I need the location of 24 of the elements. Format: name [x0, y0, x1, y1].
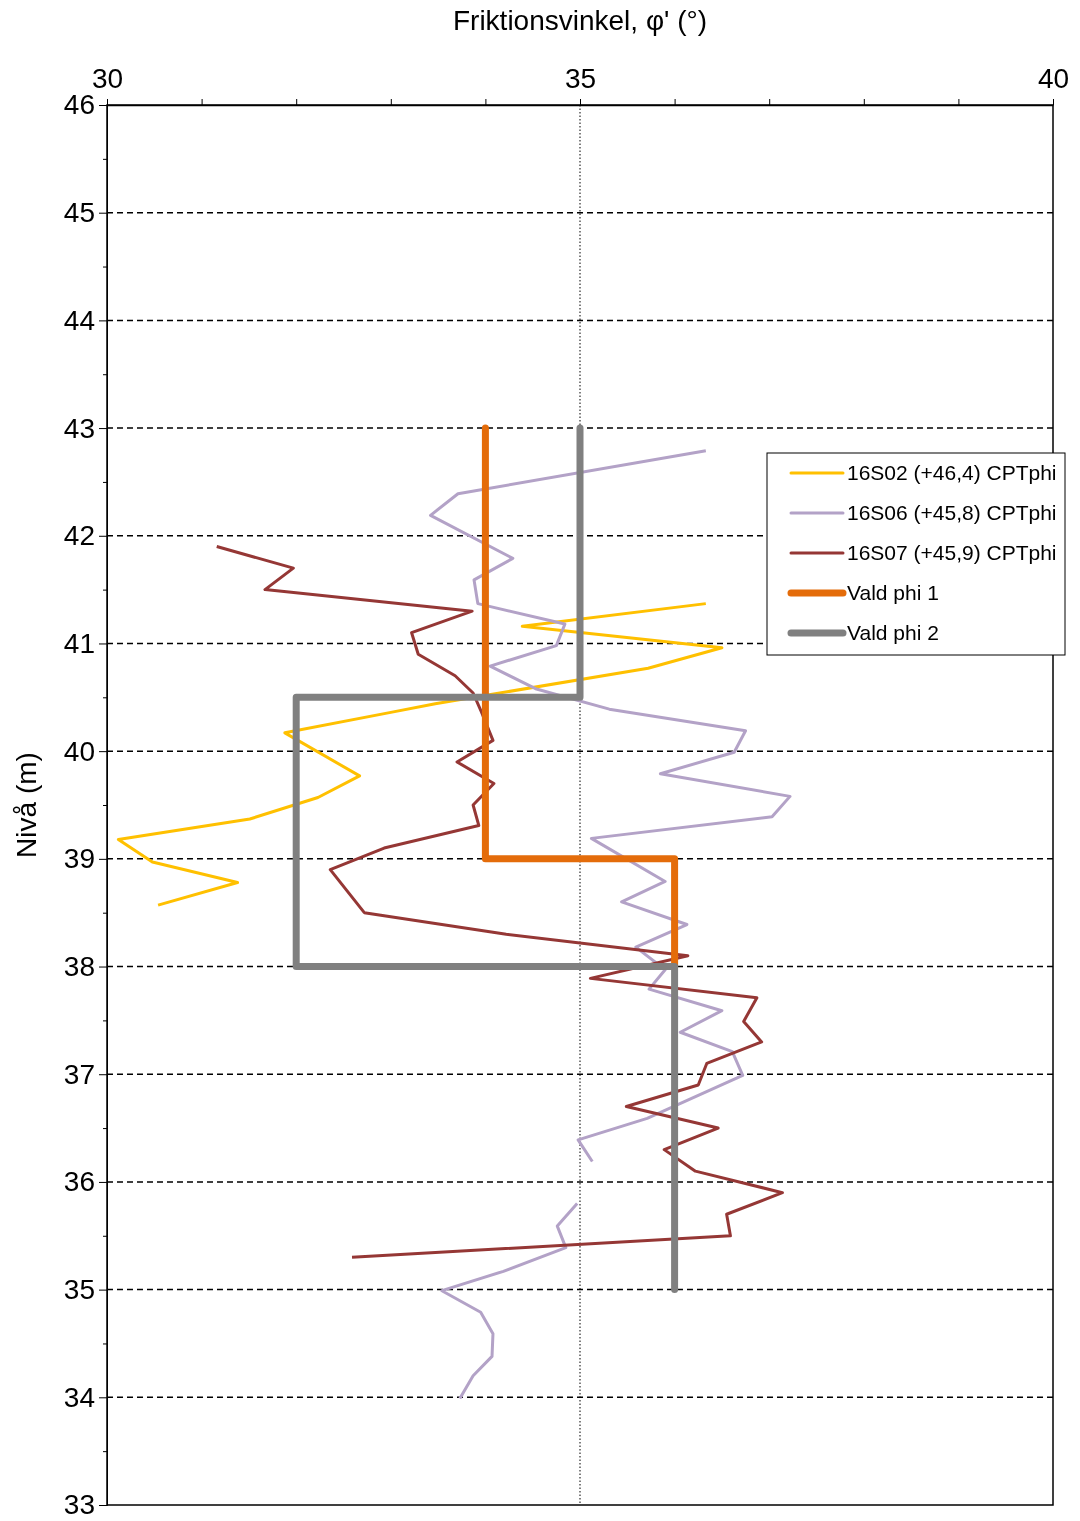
y-tick-label: 38 — [63, 951, 95, 982]
y-tick-label: 44 — [63, 304, 95, 336]
y-tick-label: 36 — [63, 1166, 95, 1198]
y-tick-label: 40 — [63, 735, 95, 767]
legend-label: Vald phi 1 — [847, 581, 939, 604]
legend-label: 16S07 (+45,9) CPTphi — [847, 541, 1057, 564]
y-tick-label: 37 — [63, 1058, 95, 1090]
line-series — [116, 602, 724, 907]
legend-label: 16S06 (+45,8) CPTphi — [847, 501, 1057, 524]
legend-label: 16S02 (+46,4) CPTphi — [847, 461, 1057, 484]
y-tick-label: 42 — [63, 520, 95, 552]
y-tick-label: 39 — [63, 843, 95, 875]
y-tick-label: 45 — [63, 197, 95, 229]
y-tick-label: 35 — [63, 1274, 95, 1306]
y-tick-label: 33 — [63, 1489, 95, 1521]
x-tick-label: 35 — [564, 62, 597, 94]
legend-label: Vald phi 2 — [847, 621, 939, 644]
x-axis-title: Friktionsvinkel, φ' (°) — [452, 5, 708, 36]
y-tick-label: 43 — [63, 412, 95, 444]
line-series — [215, 545, 784, 1259]
x-tick-label: 40 — [1037, 62, 1070, 94]
y-tick-label: 34 — [63, 1381, 95, 1413]
y-axis-title: Nivå (m) — [11, 752, 42, 858]
y-tick-label: 41 — [63, 627, 95, 659]
